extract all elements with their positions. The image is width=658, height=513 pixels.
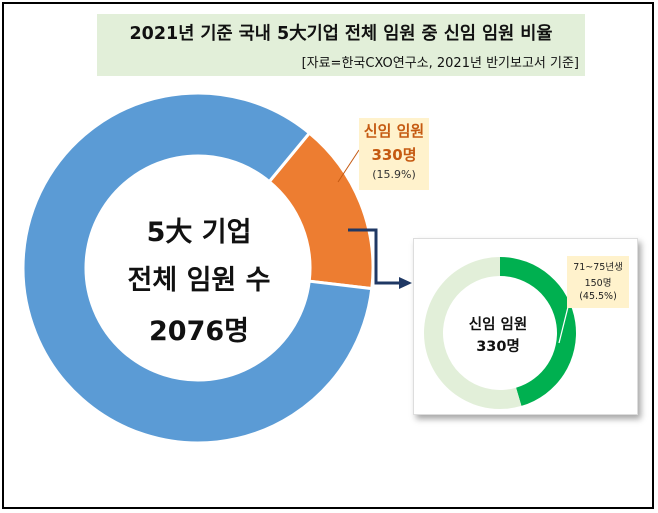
- inset-panel: [413, 238, 638, 415]
- inset-slice-label: 71~75년생: [573, 262, 623, 273]
- inset-slice-value: 150명: [584, 278, 612, 289]
- main-center-line-2: 전체 임원 수: [127, 265, 271, 296]
- age-label-box: 71~75년생 150명 (45.5%): [567, 256, 629, 308]
- inset-slice-percent: (45.5%): [579, 291, 617, 302]
- slice-value: 330명: [371, 146, 417, 164]
- connector-arrow: [348, 228, 400, 285]
- inset-canvas: [423, 257, 576, 409]
- donut-slice-other-executives: [21, 91, 374, 445]
- title-block: 2021년 기준 국내 5大기업 전체 임원 중 신임 임원 비율 [자료=한국…: [97, 14, 585, 76]
- main-leader-line: [337, 149, 360, 183]
- chart-title: 2021년 기준 국내 5大기업 전체 임원 중 신임 임원 비율: [129, 24, 553, 44]
- inset-slice-other: [423, 257, 522, 409]
- inset-donut: [423, 257, 576, 409]
- inset-leader-line: [558, 302, 570, 344]
- connector-arrow-head: [399, 277, 412, 289]
- main-center-line-3: 2076명: [149, 316, 249, 347]
- slice-percent: (15.9%): [372, 168, 416, 181]
- main-donut: [21, 91, 375, 445]
- main-center-line-1: 5大 기업: [146, 217, 252, 248]
- new-exec-label-box: 신임 임원 330명 (15.9%): [359, 118, 429, 190]
- inset-center-line-1: 신임 임원: [468, 317, 528, 333]
- inset-slice-71-75: [500, 257, 576, 406]
- inset-center-line-2: 330명: [476, 339, 520, 355]
- slice-label: 신임 임원: [363, 122, 425, 140]
- source-note: [자료=한국CXO연구소, 2021년 반기보고서 기준]: [301, 56, 579, 71]
